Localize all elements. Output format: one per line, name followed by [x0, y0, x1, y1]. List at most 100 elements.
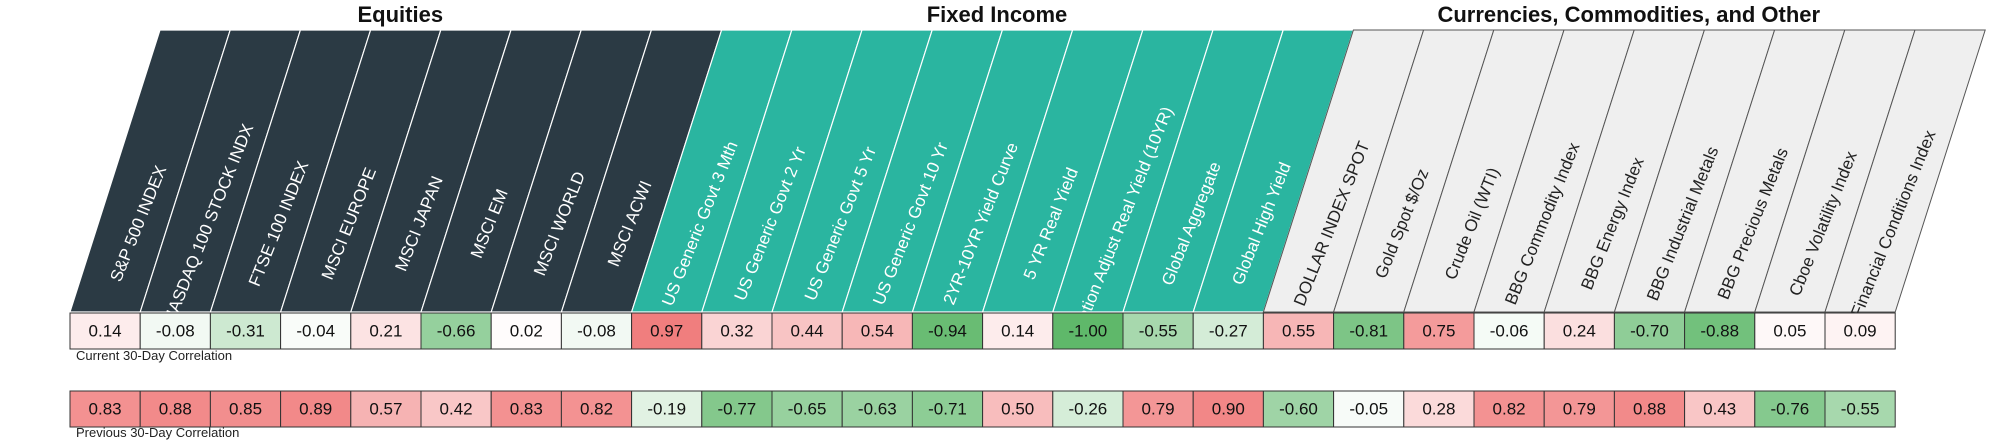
group-title: Currencies, Commodities, and Other — [1437, 2, 1820, 27]
heatmap-cell — [420, 312, 492, 350]
heatmap-cell-value: 0.55 — [1282, 321, 1315, 340]
heatmap-cell — [1473, 390, 1545, 428]
heatmap-cell — [69, 312, 141, 350]
heatmap-cell-value: -0.26 — [1069, 399, 1108, 418]
heatmap-cell — [1333, 390, 1405, 428]
heatmap-cell-value: 0.57 — [369, 399, 402, 418]
heatmap-cell-value: 0.88 — [1633, 399, 1666, 418]
heatmap-cell-value: 0.43 — [1703, 399, 1736, 418]
heatmap-cell-value: 0.09 — [1844, 321, 1877, 340]
heatmap-cell-value: 0.32 — [720, 321, 753, 340]
heatmap-cell-value: 0.85 — [229, 399, 262, 418]
column-header-cell — [1824, 29, 1986, 313]
row-label: Current 30-Day Correlation — [76, 348, 232, 363]
heatmap-cell-value: 0.82 — [580, 399, 613, 418]
heatmap-cell — [701, 312, 773, 350]
heatmap-cell — [911, 312, 984, 350]
heatmap-cell-value: -0.08 — [156, 321, 195, 340]
heatmap-cell-value: 0.24 — [1563, 321, 1596, 340]
heatmap-cell-value: 0.75 — [1422, 321, 1455, 340]
heatmap-cell-value: -0.55 — [1841, 399, 1880, 418]
heatmap-cell — [69, 390, 141, 428]
heatmap-cell — [841, 390, 913, 428]
heatmap-cell-value: -0.06 — [1490, 321, 1529, 340]
heatmap-cell — [1684, 312, 1756, 350]
heatmap-cell-value: -1.00 — [1069, 321, 1108, 340]
heatmap-cell — [209, 390, 282, 428]
heatmap-cell — [1122, 312, 1194, 350]
heatmap-cell-value: -0.81 — [1349, 321, 1388, 340]
heatmap-cell — [1403, 390, 1475, 428]
heatmap-cell — [1403, 312, 1475, 350]
heatmap-cell — [1192, 312, 1264, 350]
heatmap-cell-value: 0.89 — [299, 399, 332, 418]
heatmap-cell — [1262, 390, 1335, 428]
heatmap-cell — [1262, 312, 1335, 350]
heatmap-cell — [1333, 312, 1405, 350]
heatmap-cell — [1192, 390, 1264, 428]
heatmap-cell-value: 0.90 — [1212, 399, 1245, 418]
heatmap-cell-value: 0.28 — [1422, 399, 1455, 418]
heatmap-cell — [1613, 390, 1686, 428]
heatmap-cell — [420, 390, 492, 428]
heatmap-cell — [771, 312, 843, 350]
heatmap-cell-value: -0.08 — [577, 321, 616, 340]
heatmap-cell — [982, 390, 1054, 428]
heatmap-cell-value: -0.70 — [1630, 321, 1669, 340]
heatmap-cell — [560, 390, 633, 428]
heatmap-cell-value: -0.77 — [718, 399, 757, 418]
heatmap-cell-value: 0.83 — [89, 399, 122, 418]
heatmap-cell-value: 0.14 — [1001, 321, 1034, 340]
heatmap-cell-value: -0.71 — [928, 399, 967, 418]
heatmap-cell — [1824, 390, 1896, 428]
heatmap-cell — [1122, 390, 1194, 428]
heatmap-cell-value: -0.63 — [858, 399, 897, 418]
heatmap-cell — [1473, 312, 1545, 350]
heatmap-cell-value: 0.54 — [861, 321, 894, 340]
heatmap-cell — [1754, 390, 1826, 428]
heatmap-cell-value: 0.97 — [650, 321, 683, 340]
heatmap-cell — [350, 390, 422, 428]
group-title: Equities — [358, 2, 444, 27]
heatmap-cell-value: 0.02 — [510, 321, 543, 340]
heatmap-cell-value: 0.82 — [1493, 399, 1526, 418]
group-title: Fixed Income — [927, 2, 1068, 27]
heatmap-cell-value: 0.14 — [89, 321, 122, 340]
heatmap-cell-value: 0.50 — [1001, 399, 1034, 418]
heatmap-cell-value: -0.04 — [296, 321, 335, 340]
heatmap-cell-value: -0.94 — [928, 321, 967, 340]
heatmap-cell — [631, 312, 703, 350]
heatmap-cell-value: 0.05 — [1773, 321, 1806, 340]
heatmap-cell — [1613, 312, 1686, 350]
heatmap-cell — [1543, 390, 1615, 428]
heatmap-cell — [560, 312, 633, 350]
heatmap-cell — [701, 390, 773, 428]
heatmap-cell — [771, 390, 843, 428]
heatmap-cell-value: -0.05 — [1349, 399, 1388, 418]
heatmap-cell-value: -0.66 — [437, 321, 476, 340]
row-label: Previous 30-Day Correlation — [76, 425, 239, 440]
heatmap-cell — [280, 312, 352, 350]
heatmap-cell — [911, 390, 984, 428]
heatmap-cell-value: -0.27 — [1209, 321, 1248, 340]
heatmap-cell-value: 0.44 — [791, 321, 824, 340]
heatmap-cell-value: -0.19 — [647, 399, 686, 418]
heatmap-cell — [1824, 312, 1896, 350]
heatmap-cell — [490, 312, 562, 350]
heatmap-cell — [350, 312, 422, 350]
heatmap-cell-value: 0.79 — [1563, 399, 1596, 418]
heatmap-cell — [1052, 312, 1124, 350]
heatmap-cell — [841, 312, 913, 350]
heatmap-cell-value: 0.88 — [159, 399, 192, 418]
heatmap-cell-value: 0.83 — [510, 399, 543, 418]
heatmap-cell-value: 0.21 — [369, 321, 402, 340]
heatmap-cell-value: -0.60 — [1279, 399, 1318, 418]
heatmap-cell-value: 0.42 — [440, 399, 473, 418]
heatmap-cell-value: -0.55 — [1139, 321, 1178, 340]
heatmap-cell-value: -0.88 — [1700, 321, 1739, 340]
heatmap-cell-value: 0.79 — [1142, 399, 1175, 418]
heatmap-cell-value: -0.31 — [226, 321, 265, 340]
heatmap-cell — [280, 390, 352, 428]
heatmap-cell-value: -0.76 — [1771, 399, 1810, 418]
